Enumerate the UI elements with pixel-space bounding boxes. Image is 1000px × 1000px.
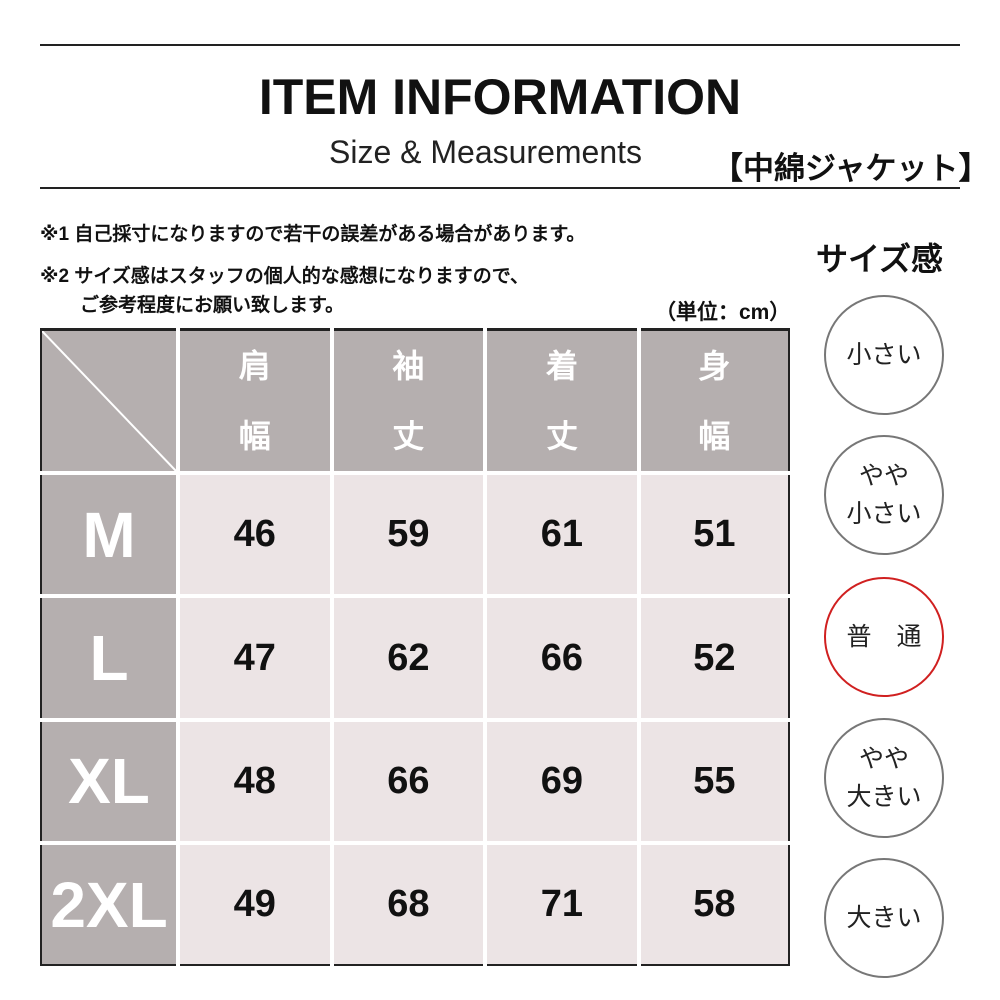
option-text: 普 通	[846, 623, 922, 651]
table-cell: 48	[176, 717, 334, 846]
table-cell: 47	[176, 594, 334, 722]
table-cell: 62	[329, 594, 488, 722]
size-feel-slightly-small: やや 小さい	[824, 435, 944, 555]
note-1: ※1 自己採寸になりますので若干の誤差がある場合があります。	[40, 224, 586, 245]
column-header-length: 着丈	[483, 329, 641, 475]
table-row: 2XL 49 68 71 58	[41, 841, 789, 965]
table-row: M 46 59 61 51	[41, 470, 789, 599]
corner-cell	[41, 329, 180, 475]
unit-label: （単位：cm）	[655, 301, 791, 324]
size-table: 肩幅 袖丈 着丈 身幅 M 46 59 61 51 L 47 62 66 52 …	[40, 328, 790, 966]
row-label: L	[41, 594, 180, 722]
option-text: 大きい	[846, 783, 922, 811]
column-header-width: 身幅	[636, 329, 789, 475]
top-divider	[40, 44, 960, 46]
size-feel-small: 小さい	[824, 295, 944, 415]
option-text: 大きい	[846, 904, 922, 932]
size-feel-large: 大きい	[824, 858, 944, 978]
table-cell: 66	[329, 717, 488, 846]
size-feel-title: サイズ感	[816, 241, 944, 277]
table-cell: 69	[483, 717, 641, 846]
table-row: XL 48 66 69 55	[41, 717, 789, 846]
header-divider	[40, 187, 960, 189]
table-cell: 68	[329, 841, 488, 965]
row-label: M	[41, 470, 180, 599]
diagonal-line	[42, 331, 176, 471]
column-header-text: 幅	[238, 418, 271, 454]
column-header-text: 着	[545, 348, 578, 384]
column-header-text: 丈	[392, 418, 425, 454]
table-cell: 71	[483, 841, 641, 965]
column-header-text: 身	[698, 348, 731, 384]
note-2-line-2: ご参考程度にお願い致します。	[80, 295, 345, 316]
option-text: 小さい	[846, 341, 922, 369]
size-feel-normal-selected: 普 通	[824, 577, 944, 697]
option-text: やや	[858, 462, 909, 490]
note-2-line-1: ※2 サイズ感はスタッフの個人的な感想になりますので、	[40, 266, 529, 287]
product-name: 【中綿ジャケット】	[712, 151, 990, 186]
row-label: XL	[41, 717, 180, 846]
column-header-sleeve: 袖丈	[329, 329, 488, 475]
option-text: 小さい	[846, 500, 922, 528]
table-cell: 59	[329, 470, 488, 599]
table-cell: 49	[176, 841, 334, 965]
page-title: ITEM INFORMATION	[258, 69, 742, 125]
size-feel-slightly-large: やや 大きい	[824, 718, 944, 838]
table-cell: 61	[483, 470, 641, 599]
page-subtitle: Size & Measurements	[329, 134, 643, 170]
table-header-row: 肩幅 袖丈 着丈 身幅	[41, 329, 789, 475]
row-label: 2XL	[41, 841, 180, 965]
table-cell: 66	[483, 594, 641, 722]
column-header-text: 肩	[238, 348, 271, 384]
table-row: L 47 62 66 52	[41, 594, 789, 722]
column-header-text: 幅	[698, 418, 731, 454]
table-cell: 51	[636, 470, 789, 599]
table-cell: 46	[176, 470, 334, 599]
column-header-shoulder: 肩幅	[176, 329, 334, 475]
table-cell: 55	[636, 717, 789, 846]
option-text: やや	[858, 745, 909, 773]
table-cell: 52	[636, 594, 789, 722]
table-cell: 58	[636, 841, 789, 965]
column-header-text: 袖	[392, 348, 425, 384]
column-header-text: 丈	[545, 418, 578, 454]
